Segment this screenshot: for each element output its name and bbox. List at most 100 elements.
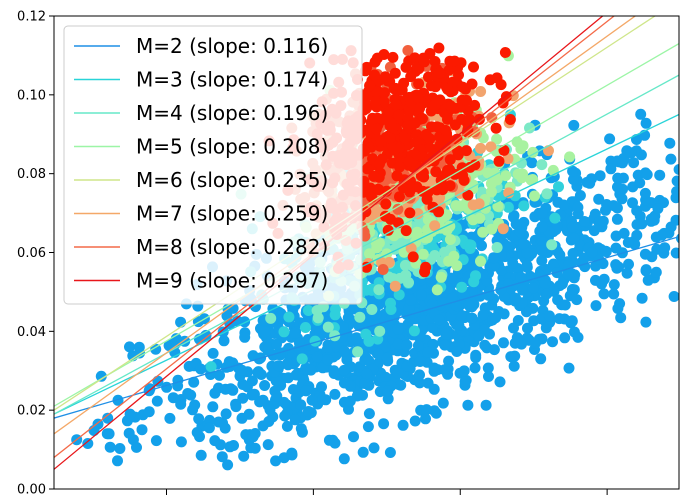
scatter-point — [640, 117, 652, 129]
scatter-point — [394, 191, 405, 203]
scatter-point — [351, 332, 362, 344]
scatter-point — [448, 250, 460, 262]
scatter-point — [320, 394, 332, 406]
scatter-point — [676, 233, 679, 244]
scatter-point — [172, 374, 184, 386]
scatter-point — [205, 361, 217, 373]
scatter-point — [404, 207, 416, 219]
scatter-point — [521, 260, 533, 271]
scatter-point — [491, 242, 503, 253]
scatter-point — [445, 272, 457, 284]
scatter-point — [296, 353, 308, 365]
scatter-point — [611, 213, 623, 225]
scatter-point — [263, 416, 275, 427]
scatter-point — [400, 225, 412, 237]
scatter-point — [556, 299, 568, 311]
scatter-point — [568, 119, 580, 131]
fit-line-2 — [54, 236, 679, 419]
scatter-point — [136, 424, 148, 436]
scatter-point — [306, 394, 318, 406]
scatter-point — [417, 248, 429, 260]
scatter-point — [640, 265, 652, 277]
scatter-point — [259, 380, 271, 391]
scatter-point — [399, 132, 411, 144]
scatter-point — [567, 248, 579, 259]
scatter-point — [413, 78, 425, 90]
scatter-point — [343, 403, 354, 415]
scatter-point — [262, 439, 274, 451]
scatter-point — [468, 61, 479, 73]
scatter-point — [405, 242, 417, 254]
scatter-point — [393, 109, 405, 121]
scatter-point — [502, 201, 514, 213]
scatter-point — [600, 246, 612, 258]
scatter-point — [434, 67, 446, 79]
scatter-point — [302, 305, 314, 316]
scatter-point — [296, 426, 308, 438]
scatter-point — [453, 320, 465, 331]
scatter-point — [151, 395, 163, 407]
scatter-point — [473, 113, 485, 125]
scatter-point — [482, 362, 494, 374]
scatter-point — [578, 252, 590, 264]
scatter-point — [590, 300, 602, 312]
scatter-point — [389, 280, 401, 292]
scatter-point — [635, 108, 647, 120]
scatter-point — [433, 314, 445, 326]
scatter-point — [515, 271, 527, 283]
scatter-point — [191, 427, 203, 438]
scatter-point — [423, 71, 434, 83]
scatter-point — [611, 202, 623, 214]
scatter-point — [414, 369, 425, 381]
scatter-point — [498, 308, 510, 320]
scatter-point — [465, 239, 477, 251]
scatter-point — [388, 83, 400, 95]
fit-lines-layer — [54, 16, 679, 470]
y-tick-label: 0.08 — [17, 167, 46, 182]
scatter-point — [207, 347, 219, 359]
scatter-point — [475, 255, 486, 267]
scatter-point — [428, 365, 440, 377]
scatter-point — [82, 438, 94, 449]
scatter-point — [385, 304, 397, 315]
scatter-point — [536, 207, 548, 219]
scatter-point — [567, 221, 579, 233]
scatter-point — [433, 42, 445, 54]
scatter-point — [444, 234, 456, 245]
fit-line-4 — [54, 74, 679, 415]
scatter-point — [535, 353, 547, 365]
scatter-point — [571, 294, 583, 306]
scatter-point — [295, 399, 307, 411]
scatter-point — [600, 204, 611, 216]
scatter-point — [439, 339, 451, 351]
scatter-point — [480, 399, 492, 411]
scatter-point — [608, 288, 620, 300]
scatter-point — [225, 383, 237, 395]
scatter-point — [617, 157, 628, 169]
scatter-point — [435, 271, 447, 283]
scatter-point — [625, 147, 637, 159]
scatter-point — [443, 355, 455, 367]
scatter-point — [405, 294, 417, 306]
scatter-point — [459, 376, 471, 388]
scatter-point — [382, 385, 394, 397]
scatter-point — [456, 281, 468, 293]
scatter-point — [209, 387, 221, 399]
scatter-point — [195, 363, 207, 375]
scatter-point — [270, 375, 282, 387]
scatter-point — [567, 165, 579, 177]
scatter-point — [175, 316, 187, 328]
scatter-point — [248, 388, 260, 400]
scatter-point — [508, 322, 519, 334]
scatter-point — [257, 394, 269, 406]
scatter-point — [373, 284, 385, 296]
scatter-point — [278, 326, 290, 338]
scatter-point — [461, 94, 472, 106]
scatter-point — [476, 240, 487, 252]
scatter-point — [259, 326, 271, 338]
scatter-point — [337, 321, 349, 333]
scatter-point — [529, 190, 540, 202]
scatter-point — [223, 356, 235, 368]
scatter-point — [378, 418, 390, 430]
